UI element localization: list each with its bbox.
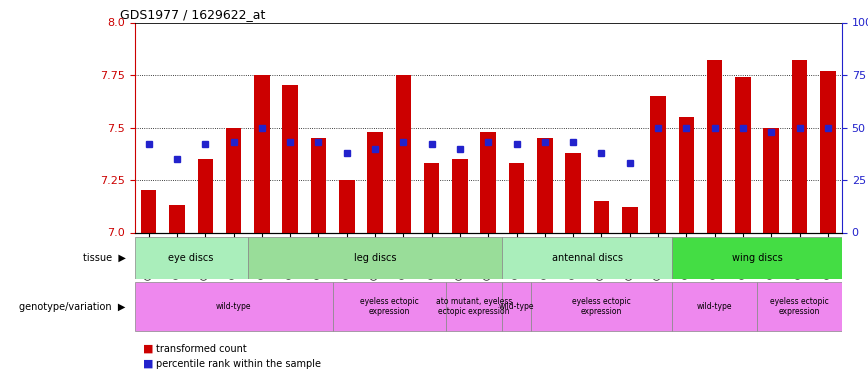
Bar xyxy=(141,190,156,232)
Bar xyxy=(735,77,751,232)
Bar xyxy=(446,282,503,331)
Bar xyxy=(311,138,326,232)
Text: percentile rank within the sample: percentile rank within the sample xyxy=(156,359,321,369)
Text: eye discs: eye discs xyxy=(168,253,214,263)
Bar xyxy=(565,153,581,232)
Bar xyxy=(792,60,807,232)
Bar xyxy=(247,237,503,279)
Bar xyxy=(594,201,609,232)
Text: eyeless ectopic
expression: eyeless ectopic expression xyxy=(360,297,418,316)
Bar xyxy=(622,207,637,232)
Bar xyxy=(764,128,779,232)
Text: ■: ■ xyxy=(143,344,154,354)
Bar xyxy=(672,237,842,279)
Text: transformed count: transformed count xyxy=(156,344,247,354)
Text: leg discs: leg discs xyxy=(354,253,397,263)
Bar xyxy=(332,282,446,331)
Bar xyxy=(282,86,298,232)
Text: eyeless ectopic
expression: eyeless ectopic expression xyxy=(770,297,829,316)
Bar xyxy=(226,128,241,232)
Bar xyxy=(679,117,694,232)
Bar xyxy=(254,75,270,232)
Bar xyxy=(135,237,247,279)
Bar xyxy=(820,71,836,232)
Bar xyxy=(169,205,185,232)
Text: genotype/variation  ▶: genotype/variation ▶ xyxy=(19,302,126,312)
Bar xyxy=(530,282,672,331)
Bar xyxy=(396,75,411,232)
Bar xyxy=(503,237,672,279)
Bar xyxy=(503,282,530,331)
Bar xyxy=(481,132,496,232)
Bar xyxy=(537,138,553,232)
Bar xyxy=(135,282,332,331)
Text: wild-type: wild-type xyxy=(216,302,252,311)
Bar xyxy=(367,132,383,232)
Bar xyxy=(707,60,722,232)
Bar xyxy=(198,159,213,232)
Text: eyeless ectopic
expression: eyeless ectopic expression xyxy=(572,297,631,316)
Bar xyxy=(509,163,524,232)
Text: GDS1977 / 1629622_at: GDS1977 / 1629622_at xyxy=(121,8,266,21)
Text: wing discs: wing discs xyxy=(732,253,782,263)
Text: ato mutant, eyeless
ectopic expression: ato mutant, eyeless ectopic expression xyxy=(436,297,512,316)
Text: tissue  ▶: tissue ▶ xyxy=(83,253,126,263)
Text: wild-type: wild-type xyxy=(499,302,535,311)
Bar xyxy=(757,282,842,331)
Text: wild-type: wild-type xyxy=(697,302,733,311)
Bar xyxy=(672,282,757,331)
Bar xyxy=(452,159,468,232)
Bar xyxy=(424,163,439,232)
Text: antennal discs: antennal discs xyxy=(552,253,622,263)
Bar xyxy=(650,96,666,232)
Bar xyxy=(339,180,354,232)
Text: ■: ■ xyxy=(143,359,154,369)
